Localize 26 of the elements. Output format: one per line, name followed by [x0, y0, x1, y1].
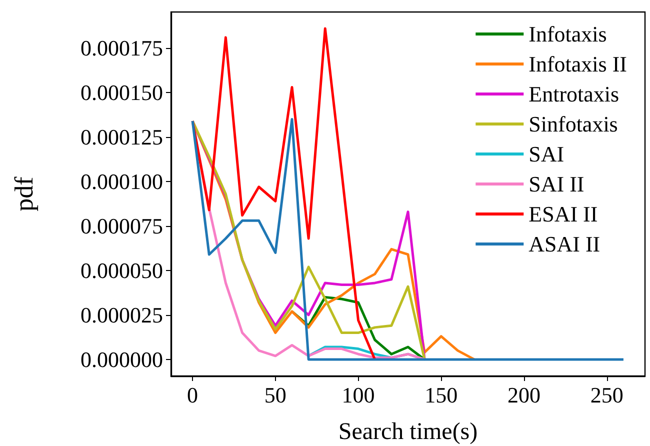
legend-label: ESAI II — [528, 202, 598, 226]
y-tick-label: 0.000050 — [80, 258, 163, 283]
y-tick-label: 0.000150 — [80, 80, 163, 106]
x-axis-title: Search time(s) — [338, 419, 478, 445]
legend-label: SAI — [528, 142, 564, 166]
y-tick-label: 0.000025 — [80, 302, 163, 328]
legend-label: SAI II — [528, 172, 584, 196]
x-tick-label: 50 — [264, 382, 286, 408]
y-tick-label: 0.000125 — [80, 124, 163, 150]
x-tick-label: 250 — [590, 382, 624, 408]
legend-label: Entrotaxis — [528, 82, 620, 106]
x-tick-label: 100 — [342, 382, 375, 408]
y-tick-label: 0.000075 — [80, 214, 163, 239]
legend-label: Infotaxis — [528, 22, 607, 46]
x-tick-label: 0 — [187, 382, 198, 408]
legend-label: ASAI II — [528, 232, 600, 256]
line-series — [191, 27, 376, 361]
y-tick-label: 0.000000 — [80, 346, 163, 372]
line-series — [191, 118, 625, 361]
y-tick-label: 0.000175 — [80, 36, 163, 61]
y-tick-label: 0.000100 — [80, 169, 163, 194]
y-axis-title: pdf — [10, 176, 38, 212]
x-tick-label: 150 — [424, 382, 458, 408]
x-tick-label: 200 — [508, 382, 541, 408]
legend-label: Infotaxis II — [528, 52, 628, 76]
legend-label: Sinfotaxis — [528, 112, 618, 136]
